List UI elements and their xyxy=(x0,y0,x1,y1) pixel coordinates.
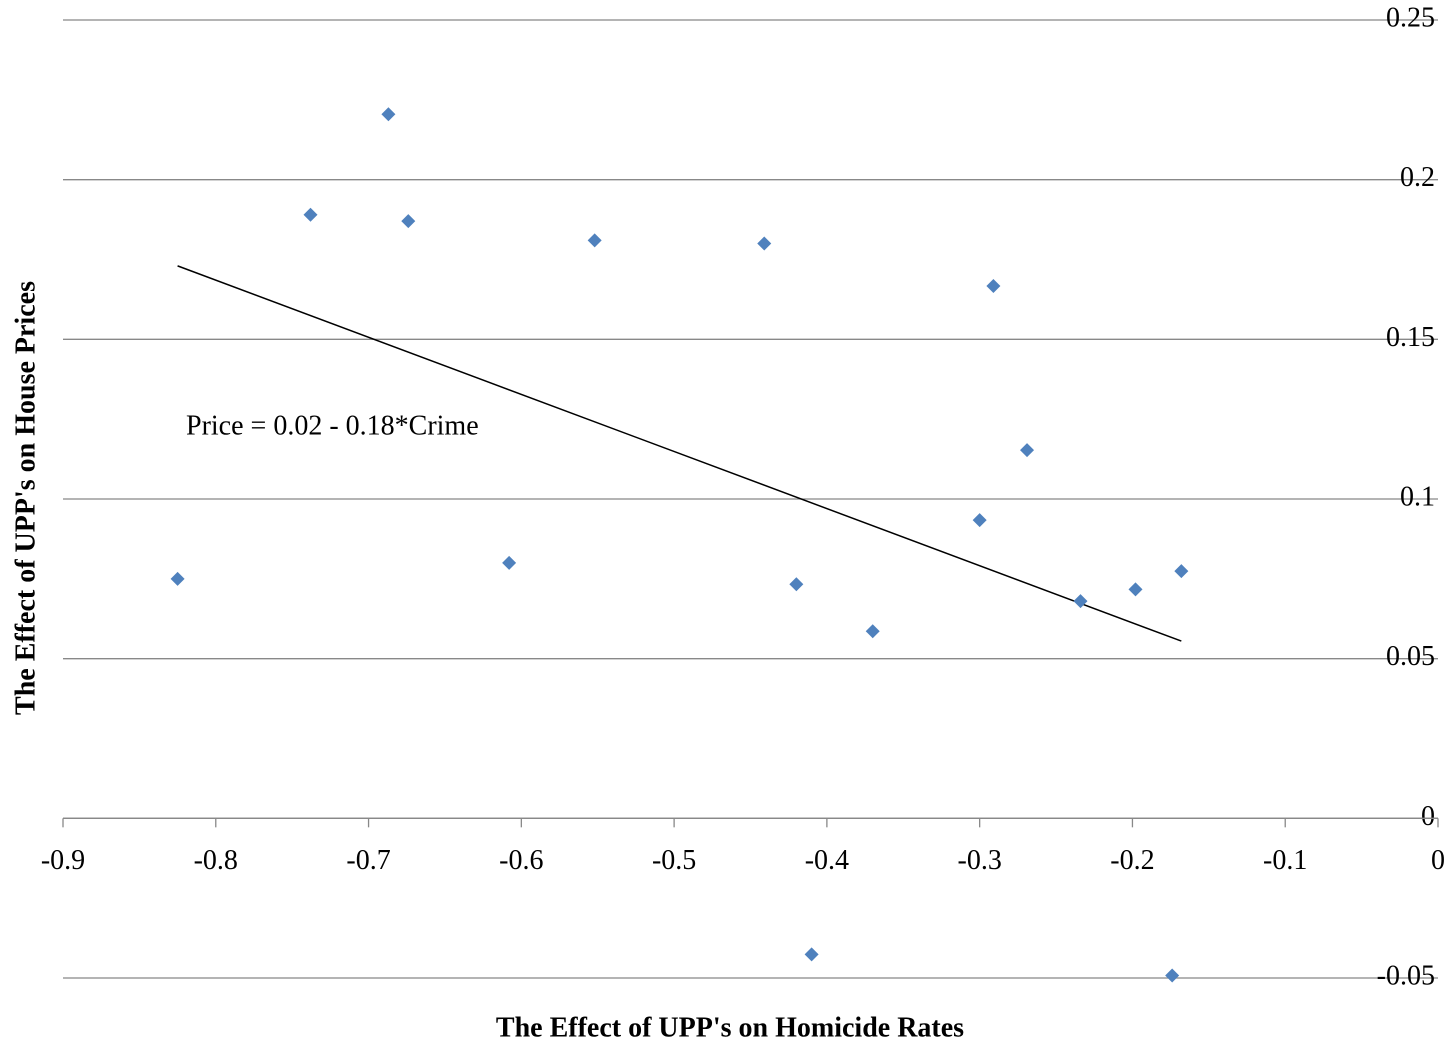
y-tick-label: 0 xyxy=(1421,801,1435,832)
x-tick-label: -0.4 xyxy=(805,845,849,876)
x-tick-label: -0.6 xyxy=(499,845,543,876)
scatter-point xyxy=(1165,968,1180,983)
scatter-point xyxy=(1174,564,1189,579)
x-tick-label: -0.1 xyxy=(1263,845,1307,876)
scatter-point xyxy=(502,555,517,570)
scatter-point xyxy=(587,233,602,248)
x-tick-label: 0 xyxy=(1431,845,1445,876)
x-tick-label: -0.8 xyxy=(194,845,238,876)
y-tick-label: 0.05 xyxy=(1386,641,1435,672)
scatter-point xyxy=(170,571,185,586)
y-axis-title: The Effect of UPP's on House Prices xyxy=(10,281,41,715)
scatter-point xyxy=(1073,594,1088,609)
x-tick-label: -0.5 xyxy=(652,845,696,876)
y-tick-label: 0.25 xyxy=(1386,2,1435,33)
y-tick-label: 0.1 xyxy=(1400,481,1435,512)
x-tick-label: -0.9 xyxy=(41,845,85,876)
scatter-point xyxy=(1020,443,1035,458)
scatter-point xyxy=(303,207,318,222)
y-tick-label: 0.15 xyxy=(1386,322,1435,353)
x-tick-label: -0.7 xyxy=(346,845,390,876)
scatter-point xyxy=(865,624,880,639)
scatter-point xyxy=(757,236,772,251)
scatter-point xyxy=(401,214,416,229)
annotation: Price = 0.02 - 0.18*Crime xyxy=(186,410,479,441)
x-tick-label: -0.3 xyxy=(958,845,1002,876)
trend-line xyxy=(177,265,1182,642)
x-tick-label: -0.2 xyxy=(1110,845,1154,876)
scatter-point xyxy=(1128,582,1143,597)
scatter-point xyxy=(804,947,819,962)
y-tick-label: 0.2 xyxy=(1400,162,1435,193)
scatter-point xyxy=(789,577,804,592)
x-axis-title: The Effect of UPP's on Homicide Rates xyxy=(496,1012,964,1043)
scatter-point xyxy=(972,513,987,528)
scatter-point xyxy=(986,279,1001,294)
scatter-point xyxy=(381,107,396,122)
y-tick-label: -0.05 xyxy=(1377,960,1435,991)
